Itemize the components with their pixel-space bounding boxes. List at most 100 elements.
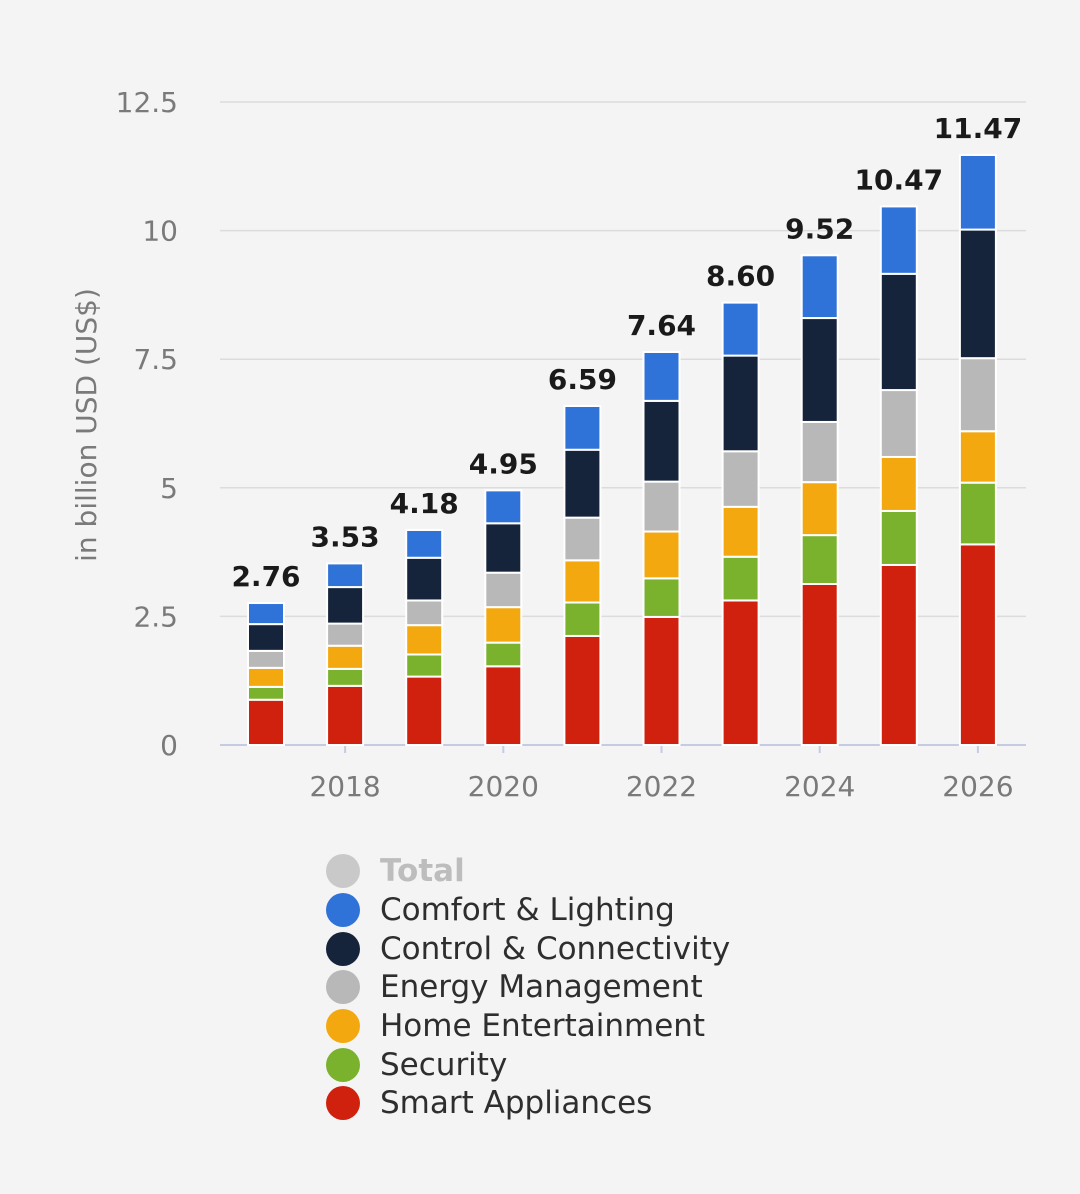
bar-segment[interactable]	[563, 516, 602, 562]
bar-segment[interactable]	[405, 675, 444, 746]
bar-segment[interactable]	[247, 698, 285, 746]
bar-segment[interactable]	[405, 653, 444, 678]
legend-label: Energy Management	[380, 969, 703, 1006]
bar-segment[interactable]	[800, 420, 839, 484]
legend-swatch-icon	[326, 893, 360, 928]
bar-segment[interactable]	[326, 684, 365, 746]
legend-label: Comfort & Lighting	[380, 892, 675, 929]
bar-segment[interactable]	[800, 317, 839, 423]
bar-segment[interactable]	[642, 399, 681, 483]
legend-label: Smart Appliances	[380, 1085, 653, 1122]
total-data-label: 4.95	[469, 447, 538, 480]
bar-segment[interactable]	[642, 577, 681, 618]
x-tick-label: 2022	[626, 770, 697, 803]
bar-segment[interactable]	[958, 543, 997, 746]
legend-item[interactable]: Security	[326, 1045, 730, 1084]
bar-segment[interactable]	[879, 205, 918, 275]
bars	[247, 153, 997, 747]
bar-segment[interactable]	[405, 599, 444, 627]
legend-label: Security	[380, 1046, 508, 1083]
bar-segment[interactable]	[563, 405, 602, 451]
bar-segment[interactable]	[879, 563, 918, 747]
bar-segment[interactable]	[642, 615, 681, 747]
total-data-label: 3.53	[311, 520, 380, 553]
bar-segment[interactable]	[800, 254, 839, 320]
bar-segment[interactable]	[326, 586, 365, 625]
bar-segment[interactable]	[721, 301, 760, 357]
y-tick-label: 12.5	[116, 86, 178, 119]
bar-segment[interactable]	[800, 534, 839, 585]
y-tick-label: 7.5	[133, 343, 178, 376]
bar-segment[interactable]	[721, 354, 760, 453]
total-data-label: 7.64	[627, 309, 696, 342]
total-data-label: 2.76	[231, 560, 300, 593]
bar-segment[interactable]	[247, 666, 285, 688]
legend-label: Total	[380, 853, 465, 890]
bar-segment[interactable]	[247, 623, 285, 652]
bar-segment[interactable]	[642, 480, 681, 533]
bar-segment[interactable]	[563, 634, 602, 747]
legend-item[interactable]: Total	[326, 852, 730, 891]
bar-segment[interactable]	[484, 571, 523, 609]
bar-segment[interactable]	[247, 602, 285, 626]
legend-label: Home Entertainment	[380, 1008, 706, 1045]
bar-segment[interactable]	[800, 481, 839, 537]
total-data-label: 11.47	[934, 112, 1023, 145]
bar-segment[interactable]	[563, 601, 602, 637]
bar-segment[interactable]	[879, 389, 918, 458]
bar-segment[interactable]	[642, 530, 681, 580]
bar-segment[interactable]	[563, 448, 602, 519]
total-data-label: 10.47	[855, 163, 944, 196]
bar-segment[interactable]	[326, 644, 365, 670]
legend-item[interactable]: Energy Management	[326, 968, 730, 1007]
legend-item[interactable]: Home Entertainment	[326, 1007, 730, 1046]
bar-segment[interactable]	[721, 555, 760, 602]
y-tick-label: 0	[160, 729, 178, 762]
x-tick-label: 2018	[309, 770, 380, 803]
bar-segment[interactable]	[484, 489, 523, 525]
bar-segment[interactable]	[484, 522, 523, 574]
total-data-label: 6.59	[548, 363, 617, 396]
bar-segment[interactable]	[326, 667, 365, 687]
bar-segment[interactable]	[800, 582, 839, 746]
total-data-label: 8.60	[706, 260, 775, 293]
bar-segment[interactable]	[405, 624, 444, 656]
bar-segment[interactable]	[958, 357, 997, 433]
bar-segment[interactable]	[642, 350, 681, 402]
labels: 0 2.5 5 7.5 10 12.5 2.76 3.53 4.18 4.95 6.59 7.64 8.…	[116, 86, 1023, 803]
bar-segment[interactable]	[405, 556, 444, 602]
bar-segment[interactable]	[247, 649, 285, 669]
bar-segment[interactable]	[958, 153, 997, 231]
bar-segment[interactable]	[721, 450, 760, 508]
bar-segment[interactable]	[958, 228, 997, 360]
legend-swatch-icon	[326, 931, 360, 966]
bar-segment[interactable]	[563, 559, 602, 604]
legend-swatch-icon	[326, 970, 360, 1005]
total-data-label: 4.18	[390, 487, 459, 520]
bar-segment[interactable]	[484, 606, 523, 644]
legend-label: Control & Connectivity	[380, 930, 731, 967]
bar-segment[interactable]	[721, 505, 760, 558]
legend-item[interactable]: Comfort & Lighting	[326, 891, 730, 930]
bar-segment[interactable]	[721, 599, 760, 747]
legend: Total Comfort & Lighting Control & Connect…	[326, 852, 730, 1123]
bar-segment[interactable]	[326, 562, 365, 589]
legend-item[interactable]: Smart Appliances	[326, 1084, 730, 1123]
bar-segment[interactable]	[879, 509, 918, 566]
bar-segment[interactable]	[879, 455, 918, 512]
bar-segment[interactable]	[958, 481, 997, 546]
bar-segment[interactable]	[484, 665, 523, 747]
bar-segment[interactable]	[247, 685, 285, 701]
legend-swatch-icon	[326, 1086, 360, 1121]
bar-segment[interactable]	[326, 622, 365, 647]
bar-segment[interactable]	[484, 641, 523, 668]
legend-swatch-icon	[326, 854, 360, 889]
bar-segment[interactable]	[405, 528, 444, 559]
x-tick-label: 2020	[468, 770, 539, 803]
x-tick-label: 2026	[942, 770, 1013, 803]
bar-segment[interactable]	[958, 430, 997, 484]
bar-segment[interactable]	[879, 272, 918, 392]
legend-item[interactable]: Control & Connectivity	[326, 929, 730, 968]
x-tick-label: 2024	[784, 770, 855, 803]
